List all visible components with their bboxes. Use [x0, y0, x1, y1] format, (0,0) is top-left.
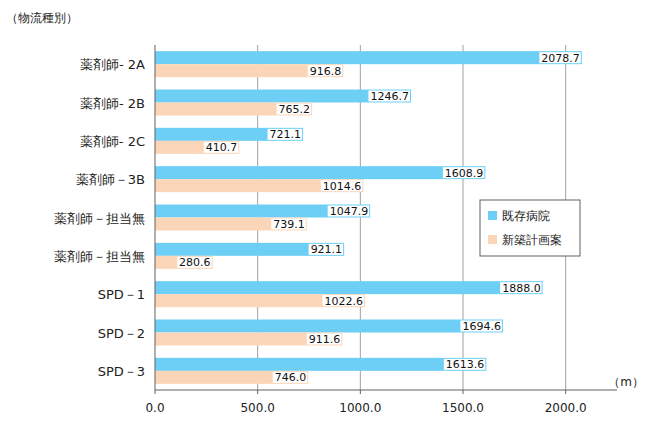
category-label: 薬剤師－担当無 [54, 249, 145, 264]
y-axis [155, 45, 156, 390]
bar [155, 281, 543, 294]
bar [155, 90, 411, 103]
data-label: 921.1 [311, 243, 343, 256]
category-label: 薬剤師- 2C [80, 134, 145, 149]
bar [155, 371, 308, 384]
legend-swatch [488, 235, 497, 244]
category-label: SPD－1 [98, 287, 145, 302]
category-label: 薬剤師－3B [76, 172, 145, 187]
data-label: 911.6 [309, 333, 341, 346]
bar [155, 128, 303, 141]
category-label: 薬剤師- 2B [80, 96, 145, 111]
tick-mark [463, 390, 464, 394]
data-label: 916.8 [310, 65, 342, 78]
bar [155, 333, 342, 346]
data-label: 1022.6 [324, 295, 363, 308]
tick-mark [565, 390, 566, 394]
grid-line [463, 45, 464, 390]
data-label: 410.7 [206, 141, 238, 154]
chart: 0.0 500.0 1000.0 1500.0 2000.0 2078.7 916.8 124… [0, 0, 650, 433]
data-label: 1613.6 [446, 358, 485, 371]
data-label: 746.0 [275, 371, 307, 384]
legend-label: 新築計画案 [502, 233, 562, 247]
tick-label: 500.0 [240, 401, 274, 415]
bar [155, 294, 365, 307]
category-label: 薬剤師- 2A [80, 57, 145, 72]
data-label: 721.1 [270, 128, 302, 141]
data-label: 1047.9 [330, 205, 369, 218]
category-label: 薬剤師－担当無 [54, 211, 145, 226]
bar [155, 205, 370, 218]
legend-label: 既存病院 [502, 209, 550, 223]
bar [155, 64, 343, 77]
tick-label: 2000.0 [545, 401, 587, 415]
bar [155, 103, 312, 116]
data-label: 1608.9 [445, 167, 484, 180]
data-label: 2078.7 [541, 52, 580, 65]
bar [155, 51, 582, 64]
data-labels: 2078.7 916.8 1246.7 765.2 721.1 410.7 1608.9 10… [177, 52, 581, 385]
data-label: 1246.7 [370, 90, 409, 103]
data-label: 1888.0 [502, 282, 541, 295]
bar [155, 141, 239, 154]
bar [155, 243, 344, 256]
legend-swatch [488, 211, 497, 220]
data-label: 739.1 [273, 218, 305, 231]
axis-title: （物流種別） [6, 11, 78, 25]
data-label: 1694.6 [462, 320, 501, 333]
data-label: 765.2 [279, 103, 311, 116]
data-label: 280.6 [179, 256, 211, 269]
bar [155, 218, 307, 231]
data-label: 1014.6 [323, 180, 362, 193]
tick-label: 0.0 [145, 401, 164, 415]
tick-label: 1500.0 [442, 401, 484, 415]
x-axis [155, 390, 617, 391]
bar [155, 320, 503, 333]
category-label: SPD－2 [98, 326, 145, 341]
tick-mark [360, 390, 361, 394]
tick-mark [155, 390, 156, 394]
tick-label: 1000.0 [339, 401, 381, 415]
bar [155, 256, 213, 269]
bar [155, 166, 485, 179]
legend [480, 200, 580, 256]
axis-title: （m） [608, 375, 644, 389]
bar [155, 179, 363, 192]
category-label: SPD－3 [98, 364, 145, 379]
bar [155, 358, 486, 371]
tick-mark [257, 390, 258, 394]
bars [155, 51, 582, 384]
